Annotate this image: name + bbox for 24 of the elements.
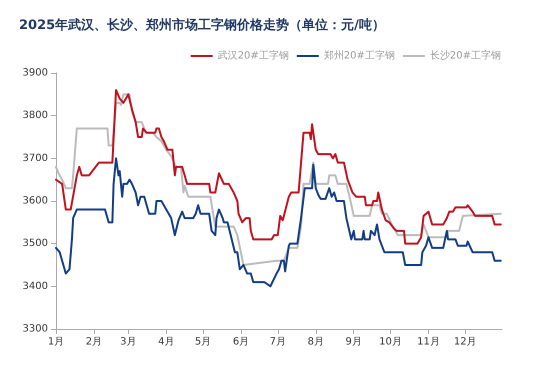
x-tick-label: 7月 [270, 336, 286, 348]
y-tick-label: 3800 [22, 110, 48, 122]
legend-label: 武汉20#工字钢 [218, 50, 289, 62]
y-tick-label: 3700 [22, 152, 48, 164]
y-tick-label: 3900 [22, 68, 48, 78]
x-tick-label: 4月 [158, 336, 174, 348]
x-tick-label: 12月 [454, 336, 477, 348]
x-tick-label: 10月 [379, 336, 402, 348]
x-tick-label: 11月 [417, 336, 440, 348]
y-tick-label: 3400 [22, 280, 48, 292]
x-tick-label: 1月 [48, 336, 64, 348]
x-tick-label: 2月 [86, 336, 102, 348]
y-tick-label: 3500 [22, 238, 48, 250]
x-tick-label: 3月 [120, 336, 136, 348]
x-tick-label: 9月 [346, 336, 362, 348]
legend-label: 郑州20#工字钢 [324, 50, 395, 62]
y-tick-label: 3300 [22, 324, 48, 334]
x-tick-label: 6月 [232, 336, 250, 348]
legend-label: 长沙20#工字钢 [430, 50, 502, 62]
chart-title: 2025年武汉、长沙、郑州市场工字钢价格走势（单位：元/吨） [19, 17, 385, 33]
x-tick-label: 8月 [308, 336, 324, 348]
y-tick-label: 3600 [22, 196, 48, 206]
line-series [55, 157, 502, 288]
x-tick-label: 5月 [194, 336, 212, 348]
